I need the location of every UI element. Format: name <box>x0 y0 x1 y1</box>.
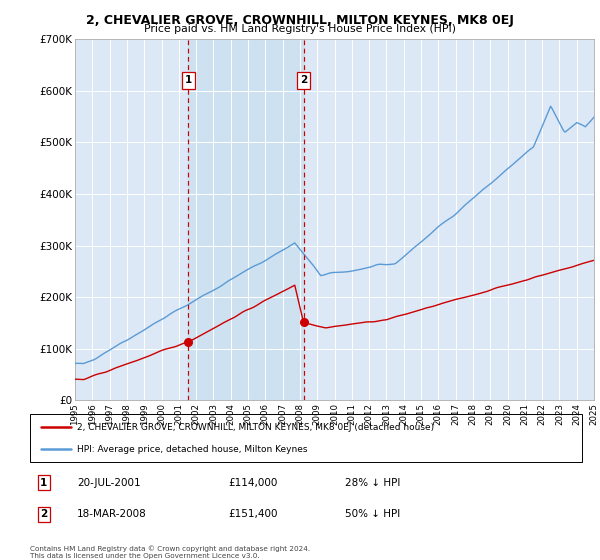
Text: 2: 2 <box>300 76 307 86</box>
Text: 1: 1 <box>40 478 47 488</box>
Bar <box>188 39 304 400</box>
Text: HPI: Average price, detached house, Milton Keynes: HPI: Average price, detached house, Milt… <box>77 445 307 454</box>
Text: Price paid vs. HM Land Registry's House Price Index (HPI): Price paid vs. HM Land Registry's House … <box>144 24 456 34</box>
Text: £151,400: £151,400 <box>229 510 278 519</box>
Text: 2, CHEVALIER GROVE, CROWNHILL, MILTON KEYNES, MK8 0EJ: 2, CHEVALIER GROVE, CROWNHILL, MILTON KE… <box>86 14 514 27</box>
Text: 2, CHEVALIER GROVE, CROWNHILL, MILTON KEYNES, MK8 0EJ (detached house): 2, CHEVALIER GROVE, CROWNHILL, MILTON KE… <box>77 423 434 432</box>
Text: 28% ↓ HPI: 28% ↓ HPI <box>344 478 400 488</box>
Text: £114,000: £114,000 <box>229 478 278 488</box>
Text: 1: 1 <box>185 76 192 86</box>
Text: 18-MAR-2008: 18-MAR-2008 <box>77 510 146 519</box>
Text: 2: 2 <box>40 510 47 519</box>
Text: 50% ↓ HPI: 50% ↓ HPI <box>344 510 400 519</box>
Text: 20-JUL-2001: 20-JUL-2001 <box>77 478 140 488</box>
Text: Contains HM Land Registry data © Crown copyright and database right 2024.
This d: Contains HM Land Registry data © Crown c… <box>30 545 310 559</box>
